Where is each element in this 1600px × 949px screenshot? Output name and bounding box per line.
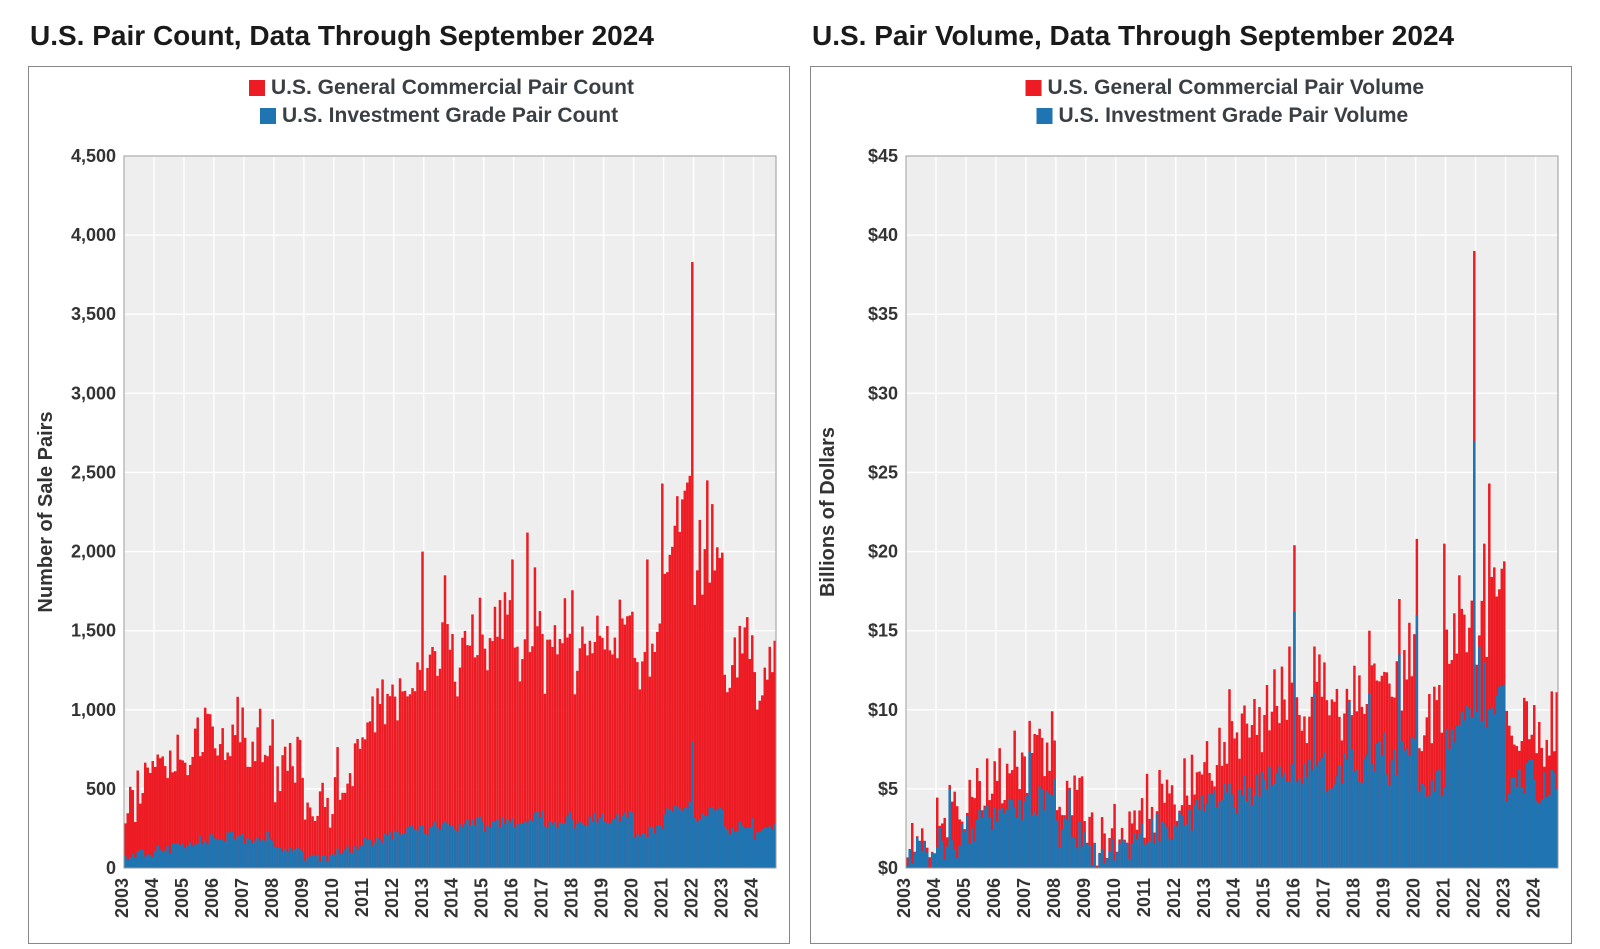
x-tick-label: 2012: [382, 878, 402, 918]
x-tick-label: 2012: [1164, 878, 1184, 918]
y-tick-label: 3,000: [71, 383, 116, 403]
y-tick-label: 2,000: [71, 542, 116, 562]
page-root: U.S. Pair Count, Data Through September …: [0, 0, 1600, 944]
x-tick-label: 2023: [712, 878, 732, 918]
y-tick-label: $30: [868, 383, 898, 403]
x-tick-label: 2017: [532, 878, 552, 918]
right-chart: $0 $5 $10 $15 $20 $25 $30 $35 $40 $45 2003 2004 2005…: [810, 66, 1572, 949]
y-tick-label: $20: [868, 542, 898, 562]
legend-label: U.S. General Commercial Pair Volume: [1048, 76, 1425, 99]
left-title: U.S. Pair Count, Data Through September …: [30, 20, 790, 52]
x-tick-label: 2016: [1284, 878, 1304, 918]
x-tick-label: 2004: [142, 878, 162, 918]
x-tick-label: 2003: [894, 878, 914, 918]
x-tick-label: 2024: [1524, 878, 1544, 918]
y-tick-label: 3,500: [71, 304, 116, 324]
x-tick-label: 2013: [412, 878, 432, 918]
x-tick-label: 2014: [1224, 878, 1244, 918]
x-tick-label: 2009: [1074, 878, 1094, 918]
y-tick-label: $0: [878, 858, 898, 878]
x-tick-label: 2006: [984, 878, 1004, 918]
x-tick-label: 2020: [622, 878, 642, 918]
legend-swatch: [249, 80, 265, 96]
y-tick-label: 0: [106, 858, 116, 878]
x-tick-label: 2019: [592, 878, 612, 918]
y-tick-label: 2,500: [71, 462, 116, 482]
x-tick-label: 2022: [682, 878, 702, 918]
y-tick-label: $15: [868, 621, 898, 641]
y-tick-label: $45: [868, 146, 898, 166]
x-tick-label: 2005: [954, 878, 974, 918]
x-tick-label: 2003: [112, 878, 132, 918]
legend-label: U.S. Investment Grade Pair Count: [282, 104, 618, 127]
left-panel: U.S. Pair Count, Data Through September …: [28, 20, 790, 944]
x-tick-label: 2006: [202, 878, 222, 918]
chart-svg: 0 500 1,000 1,500 2,000 2,500 3,000 3,500 4,000 4…: [28, 66, 790, 944]
y-tick-label: 500: [86, 779, 116, 799]
x-tick-label: 2008: [262, 878, 282, 918]
x-tick-label: 2004: [924, 878, 944, 918]
y-tick-label: $40: [868, 225, 898, 245]
right-title: U.S. Pair Volume, Data Through September…: [812, 20, 1572, 52]
x-tick-label: 2018: [1344, 878, 1364, 918]
legend-swatch: [1026, 80, 1042, 96]
x-tick-label: 2018: [562, 878, 582, 918]
legend-label: U.S. Investment Grade Pair Volume: [1059, 104, 1409, 127]
x-tick-label: 2017: [1314, 878, 1334, 918]
x-tick-label: 2015: [472, 878, 492, 918]
x-tick-label: 2011: [352, 878, 372, 917]
y-tick-label: $25: [868, 462, 898, 482]
x-tick-label: 2013: [1194, 878, 1214, 918]
x-tick-label: 2009: [292, 878, 312, 918]
x-tick-label: 2007: [232, 878, 252, 918]
y-tick-label: $10: [868, 700, 898, 720]
x-tick-label: 2024: [742, 878, 762, 918]
y-tick-label: $5: [878, 779, 898, 799]
x-tick-label: 2020: [1404, 878, 1424, 918]
left-chart: 0 500 1,000 1,500 2,000 2,500 3,000 3,500 4,000 4…: [28, 66, 790, 949]
y-tick-label: $35: [868, 304, 898, 324]
y-tick-label: 4,000: [71, 225, 116, 245]
x-tick-label: 2010: [322, 878, 342, 918]
legend-swatch: [260, 108, 276, 124]
x-tick-label: 2014: [442, 878, 462, 918]
y-axis-label: Billions of Dollars: [817, 427, 839, 597]
y-tick-label: 1,500: [71, 621, 116, 641]
x-tick-label: 2021: [1434, 878, 1454, 918]
legend: U.S. General Commercial Pair Volume U.S. …: [1026, 76, 1425, 127]
x-tick-label: 2015: [1254, 878, 1274, 918]
y-axis-label: Number of Sale Pairs: [35, 411, 57, 612]
x-tick-label: 2010: [1104, 878, 1124, 918]
legend-label: U.S. General Commercial Pair Count: [271, 76, 634, 99]
x-tick-label: 2007: [1014, 878, 1034, 918]
y-tick-label: 4,500: [71, 146, 116, 166]
x-tick-label: 2011: [1134, 878, 1154, 917]
x-tick-label: 2023: [1494, 878, 1514, 918]
x-tick-label: 2019: [1374, 878, 1394, 918]
chart-svg: $0 $5 $10 $15 $20 $25 $30 $35 $40 $45 2003 2004 2005…: [810, 66, 1572, 944]
x-tick-label: 2016: [502, 878, 522, 918]
x-tick-label: 2008: [1044, 878, 1064, 918]
x-tick-label: 2022: [1464, 878, 1484, 918]
y-tick-label: 1,000: [71, 700, 116, 720]
legend: U.S. General Commercial Pair Count U.S. I…: [249, 76, 634, 127]
legend-swatch: [1037, 108, 1053, 124]
x-tick-label: 2005: [172, 878, 192, 918]
right-panel: U.S. Pair Volume, Data Through September…: [810, 20, 1572, 944]
x-tick-label: 2021: [652, 878, 672, 918]
